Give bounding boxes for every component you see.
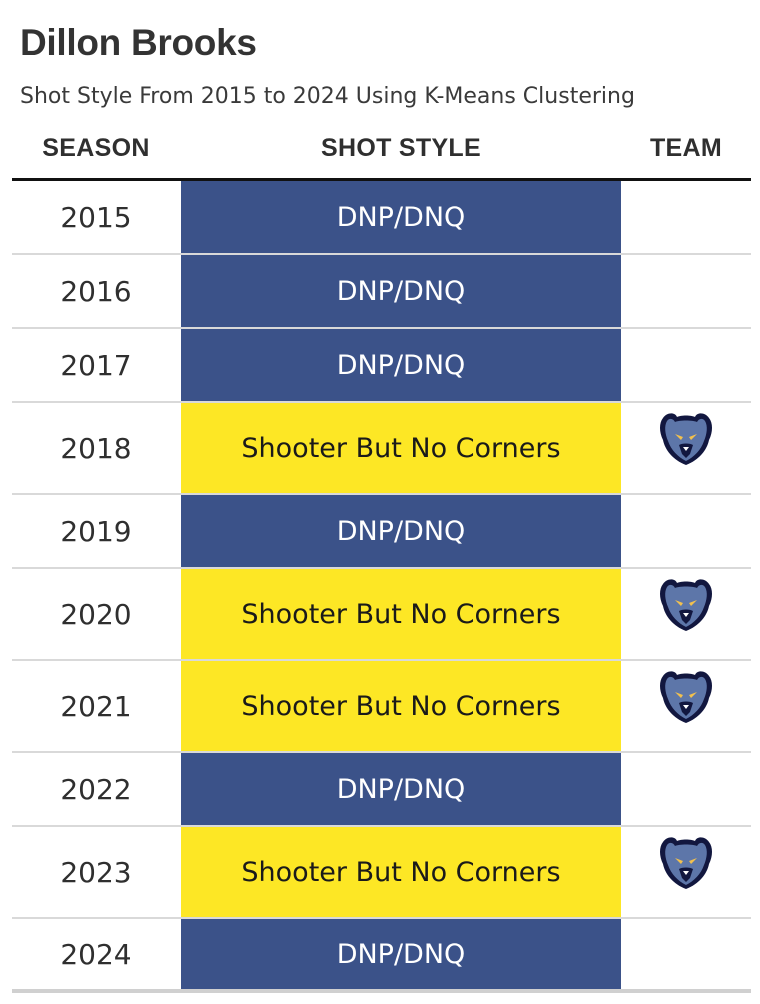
table-row: 2022 DNP/DNQ xyxy=(12,753,751,827)
season-cell: 2019 xyxy=(60,514,132,548)
team-cell xyxy=(621,661,751,751)
shot-style-cell: DNP/DNQ xyxy=(181,329,621,401)
table-row: 2018 Shooter But No Corners xyxy=(12,403,751,495)
season-cell: 2017 xyxy=(60,348,132,382)
shot-style-cell: Shooter But No Corners xyxy=(181,661,621,751)
shot-style-cell: Shooter But No Corners xyxy=(181,569,621,659)
season-cell: 2022 xyxy=(60,772,132,806)
season-cell: 2023 xyxy=(60,855,132,889)
table-row: 2024 DNP/DNQ xyxy=(12,919,751,993)
chart-title: Dillon Brooks xyxy=(20,22,257,63)
season-cell: 2015 xyxy=(60,200,132,234)
season-cell: 2021 xyxy=(60,689,132,723)
column-header-season: SEASON xyxy=(42,134,150,162)
team-cell xyxy=(621,569,751,659)
team-cell xyxy=(621,403,751,493)
chart-subtitle: Shot Style From 2015 to 2024 Using K-Mea… xyxy=(20,84,635,109)
shot-style-cell: DNP/DNQ xyxy=(181,255,621,327)
shot-style-cell: DNP/DNQ xyxy=(181,181,621,253)
shot-style-cell: DNP/DNQ xyxy=(181,919,621,989)
table-row: 2023 Shooter But No Corners xyxy=(12,827,751,919)
team-cell xyxy=(621,495,751,567)
team-cell xyxy=(621,181,751,253)
shot-style-cell: DNP/DNQ xyxy=(181,495,621,567)
season-cell: 2016 xyxy=(60,274,132,308)
team-cell xyxy=(621,329,751,401)
shot-style-cell: Shooter But No Corners xyxy=(181,827,621,917)
shot-style-cell: DNP/DNQ xyxy=(181,753,621,825)
team-cell xyxy=(621,919,751,989)
season-cell: 2020 xyxy=(60,597,132,631)
table-row: 2021 Shooter But No Corners xyxy=(12,661,751,753)
column-header-team: TEAM xyxy=(649,134,723,162)
table-row: 2020 Shooter But No Corners xyxy=(12,569,751,661)
table-row: 2015 DNP/DNQ xyxy=(12,181,751,255)
column-header-shot-style: SHOT STYLE xyxy=(321,134,481,162)
table-body: 2015 DNP/DNQ 2016 DNP/DNQ 2017 DNP/DNQ 2018 Sho… xyxy=(12,181,751,993)
table-row: 2019 DNP/DNQ xyxy=(12,495,751,569)
grizzlies-logo-icon xyxy=(660,671,712,723)
grizzlies-logo-icon xyxy=(660,413,712,465)
grizzlies-logo-icon xyxy=(660,579,712,631)
team-cell xyxy=(621,255,751,327)
team-cell xyxy=(621,753,751,825)
season-cell: 2024 xyxy=(60,937,132,971)
team-cell xyxy=(621,827,751,917)
season-cell: 2018 xyxy=(60,431,132,465)
grizzlies-logo-icon xyxy=(660,837,712,889)
header-divider xyxy=(12,178,751,181)
table-row: 2016 DNP/DNQ xyxy=(12,255,751,329)
table-row: 2017 DNP/DNQ xyxy=(12,329,751,403)
shot-style-cell: Shooter But No Corners xyxy=(181,403,621,493)
